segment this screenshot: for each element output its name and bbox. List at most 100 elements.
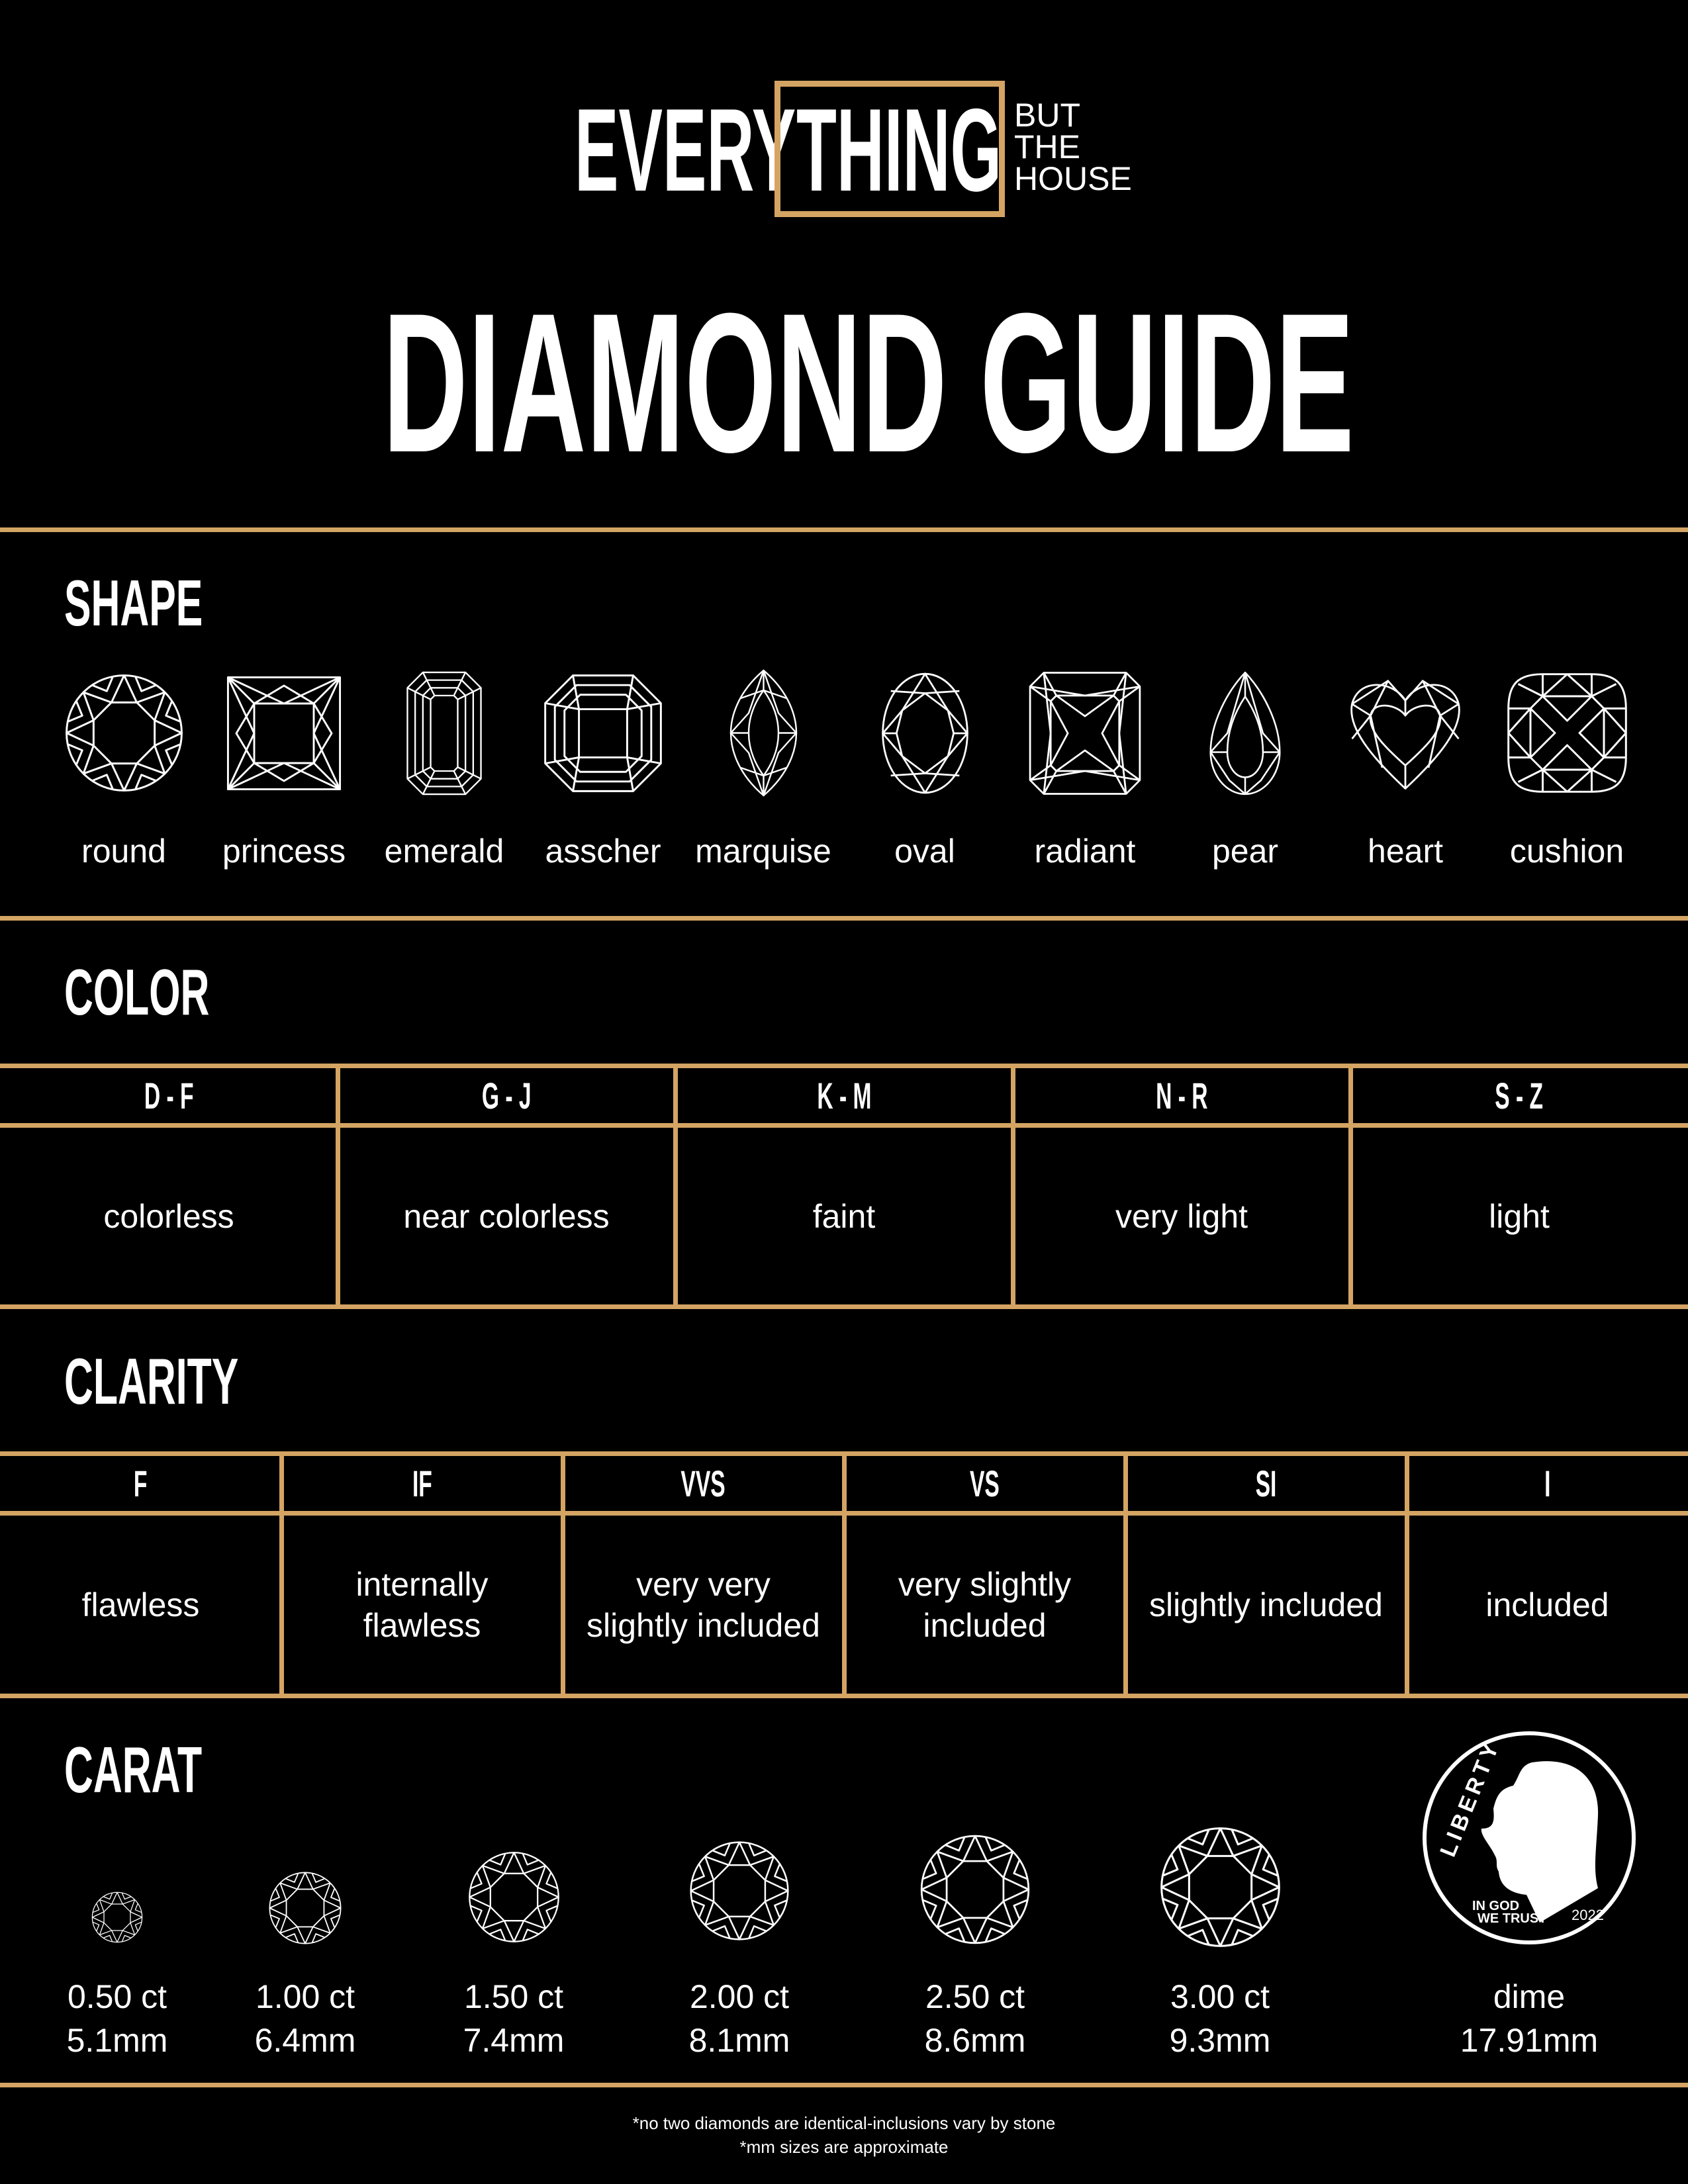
grade-label: D - F xyxy=(144,1074,194,1116)
shape-label: oval xyxy=(894,833,955,870)
dime-motto-1: IN GOD xyxy=(1472,1899,1519,1913)
grade-label: K - M xyxy=(816,1074,872,1116)
carat-title: CARAT xyxy=(64,1733,203,1806)
carat-diamond-icon xyxy=(467,1850,561,1948)
column-divider xyxy=(279,1451,284,1698)
grade-label: VVS xyxy=(680,1462,726,1504)
shape-label: asscher xyxy=(545,833,661,870)
carat-caption: 1.00 ct 6.4mm xyxy=(199,1975,411,2062)
shape-label: heart xyxy=(1368,833,1443,870)
carat-diamond-icon xyxy=(267,1870,343,1949)
carat-mm: 8.6mm xyxy=(924,2022,1026,2059)
clarity-description: included xyxy=(1485,1586,1609,1623)
column-divider xyxy=(336,1064,340,1309)
shape-label: cushion xyxy=(1509,833,1624,870)
clarity-description: very slightly included xyxy=(898,1565,1072,1644)
color-grade: G - J xyxy=(338,1068,675,1123)
carat-diamond-icon xyxy=(91,1891,144,1947)
carat-diamond-icon xyxy=(688,1839,791,1946)
color-grade: D - F xyxy=(0,1068,338,1123)
footer-note-1: *no two diamonds are identical-inclusion… xyxy=(632,2113,1056,2133)
footer-note-2: *mm sizes are approximate xyxy=(739,2137,949,2157)
grade-label: F xyxy=(134,1462,148,1504)
grade-label: VS xyxy=(970,1462,1000,1504)
grade-label: G - J xyxy=(481,1074,532,1116)
carat-caption: 2.50 ct 8.6mm xyxy=(869,1975,1081,2062)
color-description: faint xyxy=(812,1197,876,1235)
table-bottom-line xyxy=(0,1304,1688,1309)
carat-weight: 1.00 ct xyxy=(255,1978,355,2015)
color-description: very light xyxy=(1115,1197,1248,1235)
column-divider xyxy=(673,1064,678,1309)
round-shape-icon xyxy=(44,668,203,797)
color-grade: K - M xyxy=(675,1068,1013,1123)
logo-but: BUT xyxy=(1014,97,1080,134)
shape-emerald: emerald xyxy=(365,668,524,870)
carat-weight: 2.50 ct xyxy=(925,1978,1025,2015)
column-divider xyxy=(1348,1064,1353,1309)
grade-label: S - Z xyxy=(1495,1074,1544,1116)
carat-caption: 3.00 ct 9.3mm xyxy=(1114,1975,1326,2062)
grade-label: IF xyxy=(412,1462,432,1504)
column-divider xyxy=(842,1451,847,1698)
page-title: DIAMOND GUIDE xyxy=(383,271,1354,494)
column-divider xyxy=(1405,1451,1409,1698)
shape-label: radiant xyxy=(1034,833,1136,870)
shape-pear: pear xyxy=(1166,668,1325,870)
clarity-grade: VVS xyxy=(563,1456,844,1511)
dime-caption: dime 17.91mm xyxy=(1423,1975,1635,2062)
shape-label: emerald xyxy=(384,833,504,870)
asscher-shape-icon xyxy=(524,668,682,797)
shape-asscher: asscher xyxy=(524,668,682,870)
grade-label: I xyxy=(1544,1462,1551,1504)
dime-label: dime xyxy=(1493,1978,1566,2015)
oval-shape-icon xyxy=(845,668,1004,797)
divider xyxy=(0,916,1688,921)
carat-diamond-icon xyxy=(1158,1825,1283,1953)
carat-mm: 7.4mm xyxy=(463,2022,565,2059)
carat-weight: 3.00 ct xyxy=(1170,1978,1270,2015)
shape-princess: princess xyxy=(205,668,363,870)
logo-the: THE xyxy=(1014,128,1080,165)
color-description: light xyxy=(1489,1197,1550,1235)
logo-every: EVERY xyxy=(575,84,796,216)
grade-label: SI xyxy=(1255,1462,1277,1504)
dime-icon: LIBERTY IN GOD WE TRUST 2022 xyxy=(1421,1729,1638,1950)
dime-motto-2: WE TRUST xyxy=(1477,1911,1546,1926)
shape-marquise: marquise xyxy=(684,668,843,870)
carat-mm: 8.1mm xyxy=(688,2022,790,2059)
carat-caption: 2.00 ct 8.1mm xyxy=(633,1975,845,2062)
logo-but-the-house: BUT THE HOUSE xyxy=(1014,99,1132,195)
shape-radiant: radiant xyxy=(1006,668,1164,870)
carat-mm: 9.3mm xyxy=(1169,2022,1271,2059)
shape-label: round xyxy=(81,833,166,870)
carat-weight: 0.50 ct xyxy=(67,1978,167,2015)
marquise-shape-icon xyxy=(684,668,843,797)
grade-label: N - R xyxy=(1155,1074,1208,1116)
logo-thing: THING xyxy=(796,84,1002,216)
clarity-grade: I xyxy=(1407,1456,1688,1511)
color-description: colorless xyxy=(103,1197,234,1235)
carat-diamond-icon xyxy=(918,1833,1032,1950)
carat-caption: 1.50 ct 7.4mm xyxy=(408,1975,620,2062)
clarity-description: slightly included xyxy=(1149,1586,1383,1623)
column-divider xyxy=(1011,1064,1015,1309)
shape-label: princess xyxy=(222,833,346,870)
pear-shape-icon xyxy=(1166,668,1325,797)
clarity-grade: SI xyxy=(1125,1456,1407,1511)
shape-title: SHAPE xyxy=(64,567,203,639)
logo-house: HOUSE xyxy=(1014,160,1132,197)
column-divider xyxy=(561,1451,565,1698)
carat-caption: 0.50 ct 5.1mm xyxy=(11,1975,223,2062)
princess-shape-icon xyxy=(205,668,363,797)
clarity-grade: IF xyxy=(281,1456,563,1511)
carat-weight: 1.50 ct xyxy=(463,1978,564,2015)
shape-label: pear xyxy=(1211,833,1279,870)
dime-mm: 17.91mm xyxy=(1460,2022,1599,2059)
clarity-title: CLARITY xyxy=(64,1345,239,1418)
divider xyxy=(0,527,1688,532)
carat-mm: 6.4mm xyxy=(254,2022,356,2059)
shape-cushion: cushion xyxy=(1487,668,1646,870)
clarity-description: very very slightly included xyxy=(586,1565,820,1644)
divider xyxy=(0,2083,1688,2087)
